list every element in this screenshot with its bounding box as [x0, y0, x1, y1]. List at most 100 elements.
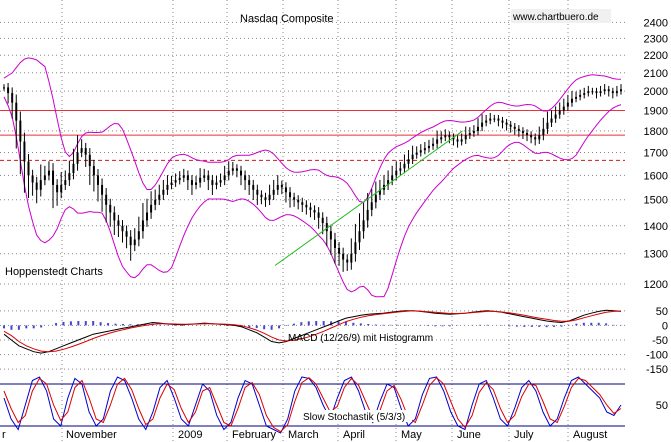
- price-body-113: [464, 135, 467, 140]
- price-body-92: [378, 189, 381, 195]
- price-body-131: [538, 135, 541, 140]
- price-body-17: [72, 163, 75, 174]
- price-body-60: [248, 180, 251, 185]
- price-body-94: [387, 180, 390, 185]
- price-body-70: [289, 192, 292, 198]
- ytick-price-11: 1300: [644, 249, 668, 261]
- price-body-110: [452, 137, 455, 140]
- price-body-55: [227, 170, 230, 176]
- price-body-24: [101, 184, 104, 195]
- price-body-66: [272, 189, 275, 195]
- price-body-140: [575, 96, 578, 99]
- price-body-40: [166, 184, 169, 190]
- price-body-37: [154, 199, 157, 205]
- price-body-36: [150, 204, 153, 213]
- price-body-41: [170, 182, 173, 185]
- price-body-84: [346, 259, 349, 263]
- price-body-35: [146, 212, 149, 221]
- price-body-72: [297, 199, 300, 203]
- price-body-45: [186, 175, 189, 181]
- price-body-63: [260, 194, 263, 198]
- price-body-65: [268, 194, 271, 200]
- caption-hoppenstedt: Hoppenstedt Charts: [5, 266, 103, 278]
- price-body-128: [526, 133, 529, 136]
- price-body-32: [133, 239, 136, 246]
- price-body-143: [587, 91, 590, 94]
- price-body-136: [558, 110, 561, 115]
- price-body-73: [301, 202, 304, 205]
- x-axis-labels: r November 2009 February March April May June Ju…: [2, 429, 607, 441]
- band-upper: [3, 57, 622, 203]
- price-body-30: [125, 231, 128, 237]
- xtick-5: April: [343, 429, 365, 441]
- price-body-26: [109, 204, 112, 213]
- price-body-135: [554, 114, 557, 119]
- stochastic-reference-lines: [0, 383, 625, 427]
- price-body-96: [395, 170, 398, 176]
- price-body-123: [505, 122, 508, 125]
- price-body-1: [7, 87, 10, 94]
- price-body-80: [329, 231, 332, 240]
- price-body-76: [313, 209, 316, 213]
- price-body-8: [35, 182, 38, 190]
- band-lower: [3, 96, 622, 298]
- price-body-111: [456, 139, 459, 142]
- price-body-38: [158, 194, 161, 200]
- ytick-price-3: 2100: [644, 68, 668, 80]
- ytick-price-5: 1900: [644, 106, 668, 118]
- bollinger-bands: [3, 57, 622, 298]
- price-body-50: [207, 175, 210, 181]
- price-body-81: [333, 239, 336, 248]
- price-body-138: [566, 102, 569, 107]
- price-body-57: [235, 168, 238, 171]
- price-body-89: [366, 209, 369, 221]
- price-body-16: [68, 173, 71, 181]
- price-body-31: [129, 236, 132, 246]
- vertical-gridlines: [61, 0, 569, 442]
- price-body-5: [23, 141, 26, 162]
- price-body-107: [440, 137, 443, 140]
- price-body-52: [215, 182, 218, 185]
- price-body-112: [460, 139, 463, 142]
- ytick-price-4: 2000: [644, 86, 668, 98]
- price-body-127: [521, 130, 524, 134]
- price-body-62: [256, 189, 259, 195]
- stochastic-title: Slow Stochastik (5/3/3): [303, 412, 405, 423]
- price-body-148: [607, 89, 610, 92]
- price-body-142: [583, 93, 586, 95]
- price-body-119: [489, 118, 492, 121]
- stoch-series-0: [3, 376, 622, 434]
- price-body-103: [423, 148, 426, 151]
- price-body-14: [60, 184, 63, 193]
- price-body-90: [370, 202, 373, 210]
- price-body-118: [485, 120, 488, 123]
- price-body-75: [309, 207, 312, 210]
- price-body-61: [252, 184, 255, 190]
- xtick-9: August: [573, 429, 607, 441]
- xtick-1: November: [66, 429, 117, 441]
- price-body-10: [43, 175, 46, 181]
- price-body-100: [411, 154, 414, 160]
- price-body-124: [509, 124, 512, 127]
- price-body-88: [362, 220, 365, 232]
- price-body-109: [448, 135, 451, 138]
- price-body-34: [141, 220, 144, 232]
- price-body-67: [276, 184, 279, 190]
- ytick-price-1: 2300: [644, 33, 668, 45]
- price-body-2: [11, 93, 14, 103]
- price-body-146: [599, 91, 602, 94]
- chart-title: Nasdaq Composite: [240, 13, 334, 25]
- price-body-48: [199, 177, 202, 183]
- price-body-4: [19, 120, 22, 142]
- price-body-47: [195, 182, 198, 185]
- price-body-68: [280, 184, 283, 188]
- price-body-9: [39, 180, 42, 190]
- ytick-price-2: 2200: [644, 50, 668, 62]
- price-body-120: [493, 118, 496, 120]
- ytick-price-12: 1200: [644, 279, 668, 291]
- ytick-price-0: 2400: [644, 17, 668, 29]
- price-body-6: [27, 161, 30, 176]
- xtick-3: February: [232, 429, 277, 441]
- y-axis-labels: 2400 2300 2200 2100 2000 1900 1800 1700 1600 1500…: [644, 17, 668, 412]
